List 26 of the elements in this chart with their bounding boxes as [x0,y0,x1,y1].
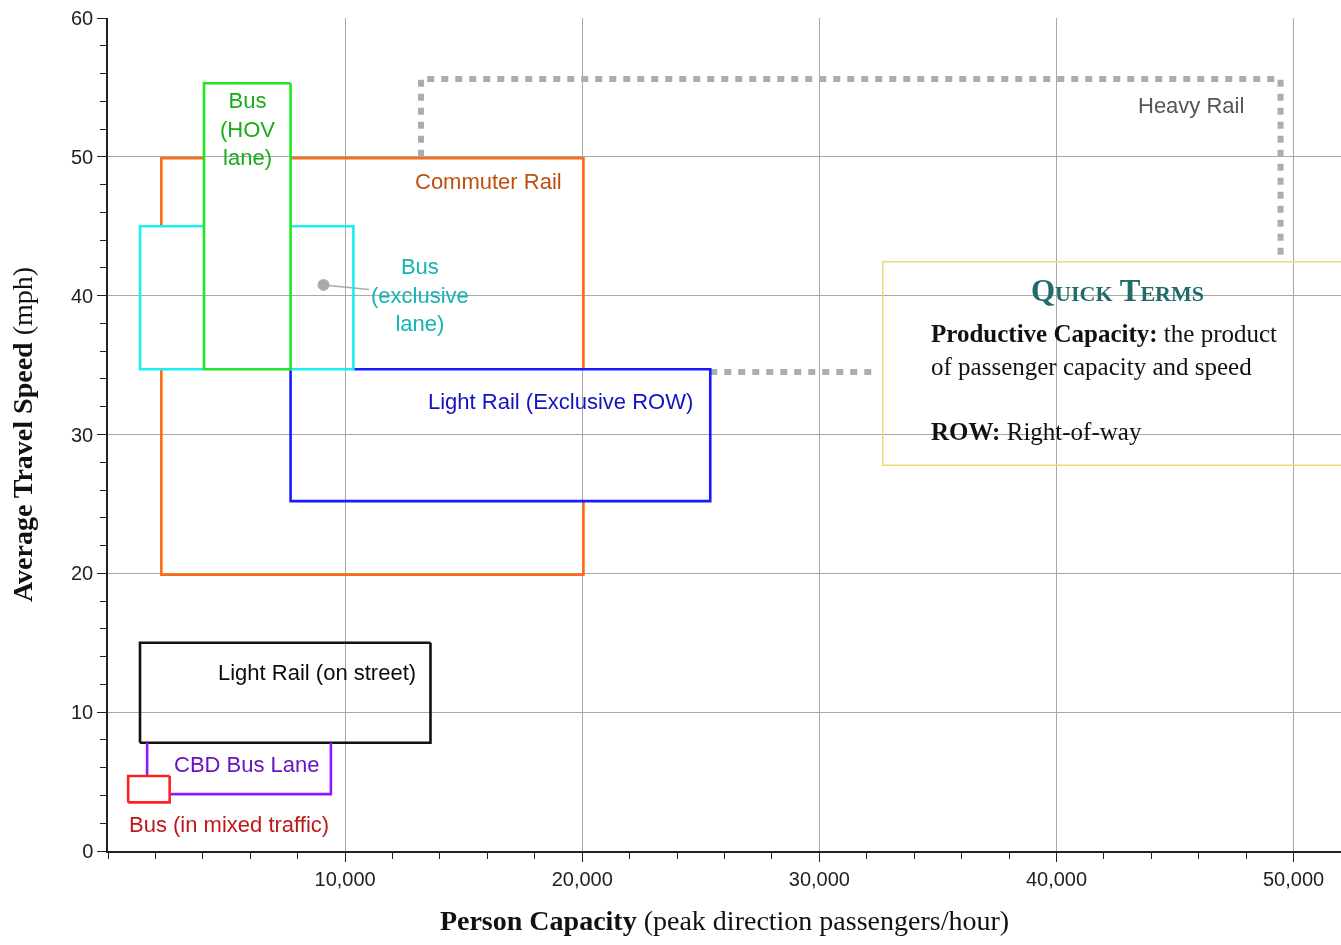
y-axis-title: Average Travel Speed (mph) [7,266,39,603]
series-label: Bus (exclusive lane) [371,254,469,337]
annotation: ROW: [931,417,1001,445]
x-tick-label: 10,000 [314,867,376,890]
annotation: Quick Terms [1031,272,1204,308]
y-tick-label: 40 [71,284,94,307]
series-label: Bus (in mixed traffic) [129,812,330,837]
y-tick-label: 0 [82,840,94,862]
y-tick-label: 60 [71,7,94,29]
series-label: Heavy Rail [1138,93,1245,118]
y-tick-label: 10 [71,701,94,724]
series-label: Commuter Rail [415,169,562,194]
annotation: Productive Capacity: [931,320,1158,347]
series-label: Bus (HOV lane) [220,88,276,171]
series-label: CBD Bus Lane [174,752,320,777]
x-tick-label: 20,000 [551,867,613,890]
y-tick-label: 30 [71,423,94,446]
x-tick-label: 40,000 [1025,867,1088,890]
series-label: Light Rail (Exclusive ROW) [428,389,694,414]
x-tick-label: 30,000 [788,867,850,890]
x-tick-label: 50,000 [1262,867,1325,890]
y-tick-label: 50 [71,145,94,168]
y-tick-label: 20 [71,562,94,585]
annotation: Right-of-way [1006,417,1142,445]
series-label: Light Rail (on street) [218,660,417,685]
x-axis-title: Person Capacity (peak direction passengers/hour) [439,905,1010,937]
